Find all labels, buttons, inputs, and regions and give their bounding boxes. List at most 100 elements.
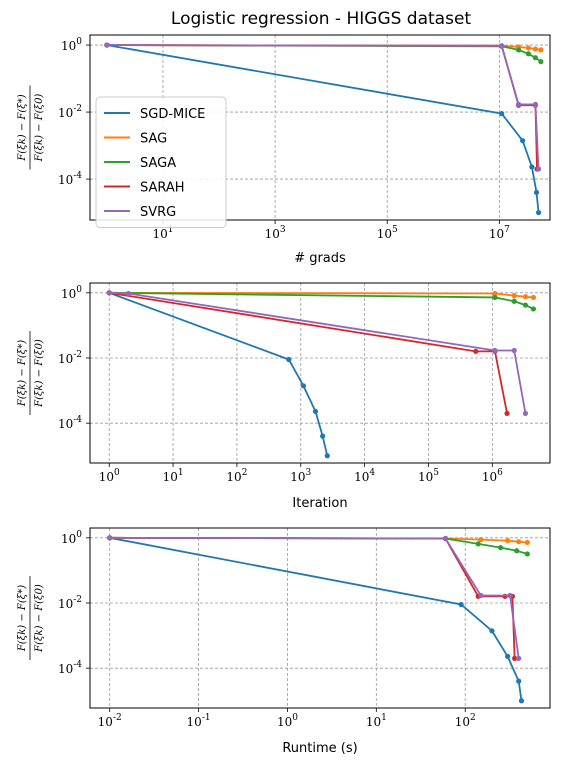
- data-point-svrg: [442, 535, 449, 542]
- data-point-saga: [522, 302, 529, 308]
- x-tick-label: 102: [226, 468, 247, 484]
- x-tick-label: 10-2: [98, 713, 122, 729]
- axes-frame: [89, 34, 551, 221]
- data-point-sgd-mice: [535, 209, 542, 216]
- data-point-sgd-mice: [489, 628, 495, 634]
- y-axis-label-numerator: F(ξk) − F(ξ*): [17, 94, 28, 161]
- data-point-saga: [538, 59, 544, 65]
- legend-label-sag: SAG: [140, 132, 167, 147]
- x-tick-label: 104: [354, 468, 375, 484]
- y-axis-label: F(ξk) − F(ξ*) F(ξk) − F(ξ0): [17, 576, 45, 660]
- x-tick-label: 103: [290, 468, 311, 484]
- x-axis-label: Runtime (s): [282, 741, 357, 756]
- y-tick-label: 100: [61, 530, 82, 546]
- data-point-sag: [478, 537, 484, 543]
- legend-label-saga: SAGA: [140, 156, 176, 171]
- data-point-saga: [515, 47, 522, 53]
- data-point-saga: [524, 551, 530, 557]
- data-point-sgd-mice: [312, 408, 319, 414]
- y-tick-label: 100: [61, 37, 82, 53]
- x-tick-label: 10-1: [187, 713, 211, 729]
- data-point-svrg: [507, 592, 513, 599]
- legend-label-sgd-mice: SGD-MICE: [140, 107, 205, 122]
- data-point-sarah: [473, 348, 479, 354]
- y-axis-label-denominator: F(ξk) − F(ξ0): [34, 94, 45, 163]
- legend-box: [95, 96, 227, 228]
- data-point-svrg: [511, 347, 517, 354]
- data-point-svrg: [106, 290, 112, 296]
- data-point-sgd-mice: [324, 453, 330, 459]
- axes-frame: [89, 282, 551, 464]
- y-tick-label: 100: [61, 285, 82, 301]
- y-tick-label: 10-4: [58, 660, 82, 676]
- data-point-sarah: [504, 410, 510, 416]
- series-line-saga: [106, 44, 542, 63]
- data-point-sag: [532, 46, 539, 52]
- series-line-sgd-mice: [106, 44, 540, 213]
- data-point-sag: [524, 539, 530, 546]
- series-line-sarah: [109, 536, 516, 659]
- data-point-sgd-mice: [458, 601, 464, 608]
- data-point-saga: [511, 298, 517, 304]
- panel-runtime: 10-2 10-1 100 101 102 100 10-2 10-4 Runtime (s) F…: [17, 527, 551, 756]
- data-point-sgd-mice: [499, 111, 505, 117]
- y-tick-label: 10-2: [58, 350, 82, 366]
- data-point-sgd-mice: [529, 164, 535, 170]
- data-point-svrg: [478, 592, 484, 599]
- data-point-svrg: [492, 347, 498, 354]
- data-point-sag: [511, 293, 517, 299]
- x-tick-label: 101: [163, 468, 184, 484]
- x-tick-label: 102: [455, 713, 476, 729]
- y-axis-label-numerator: F(ξk) − F(ξ*): [17, 585, 28, 652]
- data-point-saga: [530, 306, 537, 312]
- data-point-sgd-mice: [504, 653, 511, 659]
- data-point-svrg: [532, 101, 539, 107]
- data-point-sag: [530, 294, 537, 301]
- x-tick-label: 105: [418, 468, 439, 484]
- data-point-svrg: [535, 166, 542, 172]
- data-point-sgd-mice: [520, 138, 526, 144]
- y-axis-label-denominator: F(ξk) − F(ξ0): [34, 339, 45, 408]
- panel-iteration: 100 101 102 103 104 105 106 100 10-2 10-4 Iteratio…: [17, 282, 551, 511]
- data-point-sgd-mice: [518, 698, 525, 704]
- y-tick-label: 10-4: [58, 415, 82, 431]
- x-tick-label: 105: [377, 225, 398, 241]
- data-point-sgd-mice: [320, 433, 326, 439]
- series-line-svrg: [109, 536, 520, 659]
- legend-label-svrg: SVRG: [140, 205, 176, 220]
- x-axis-label: Iteration: [292, 496, 347, 511]
- data-point-svrg: [516, 655, 522, 661]
- data-point-svrg: [125, 290, 132, 297]
- data-point-sag: [538, 47, 544, 53]
- series-line-sgd-mice: [109, 536, 523, 701]
- data-point-saga: [497, 545, 504, 551]
- figure-title: Logistic regression - HIGGS dataset: [171, 9, 472, 29]
- data-point-saga: [492, 294, 498, 301]
- x-axis-label: # grads: [294, 251, 346, 266]
- y-axis-label: F(ξk) − F(ξ*) F(ξk) − F(ξ0): [17, 85, 45, 170]
- x-tick-label: 101: [152, 225, 173, 241]
- data-point-sarah: [512, 655, 518, 661]
- series-line-sgd-mice: [108, 291, 329, 456]
- series-line-sarah: [109, 291, 508, 414]
- y-axis-label: F(ξk) − F(ξ*) F(ξk) − F(ξ0): [17, 331, 45, 415]
- data-point-svrg: [107, 535, 113, 541]
- data-point-saga: [532, 55, 539, 61]
- y-axis-label-denominator: F(ξk) − F(ξ0): [34, 584, 45, 653]
- data-point-svrg: [515, 101, 522, 107]
- y-tick-label: 10-2: [58, 595, 82, 611]
- series-line-svrg: [109, 291, 527, 414]
- data-point-sag: [516, 539, 522, 545]
- x-tick-label: 103: [265, 225, 286, 241]
- x-tick-label: 101: [366, 713, 387, 729]
- legend: SGD-MICE SAG SAGA SARAH SVRG: [95, 96, 227, 228]
- data-point-svrg: [104, 42, 110, 48]
- y-axis-label-numerator: F(ξk) − F(ξ*): [17, 340, 28, 407]
- data-point-sag: [525, 45, 532, 51]
- panel-grads: 101 103 105 107 100 10-2 10-4 # grads F(ξk) − F(…: [17, 34, 551, 266]
- x-tick-label: 107: [489, 225, 510, 241]
- data-point-svrg: [522, 410, 529, 416]
- y-tick-label: 10-4: [58, 171, 82, 187]
- axes-frame: [89, 527, 551, 709]
